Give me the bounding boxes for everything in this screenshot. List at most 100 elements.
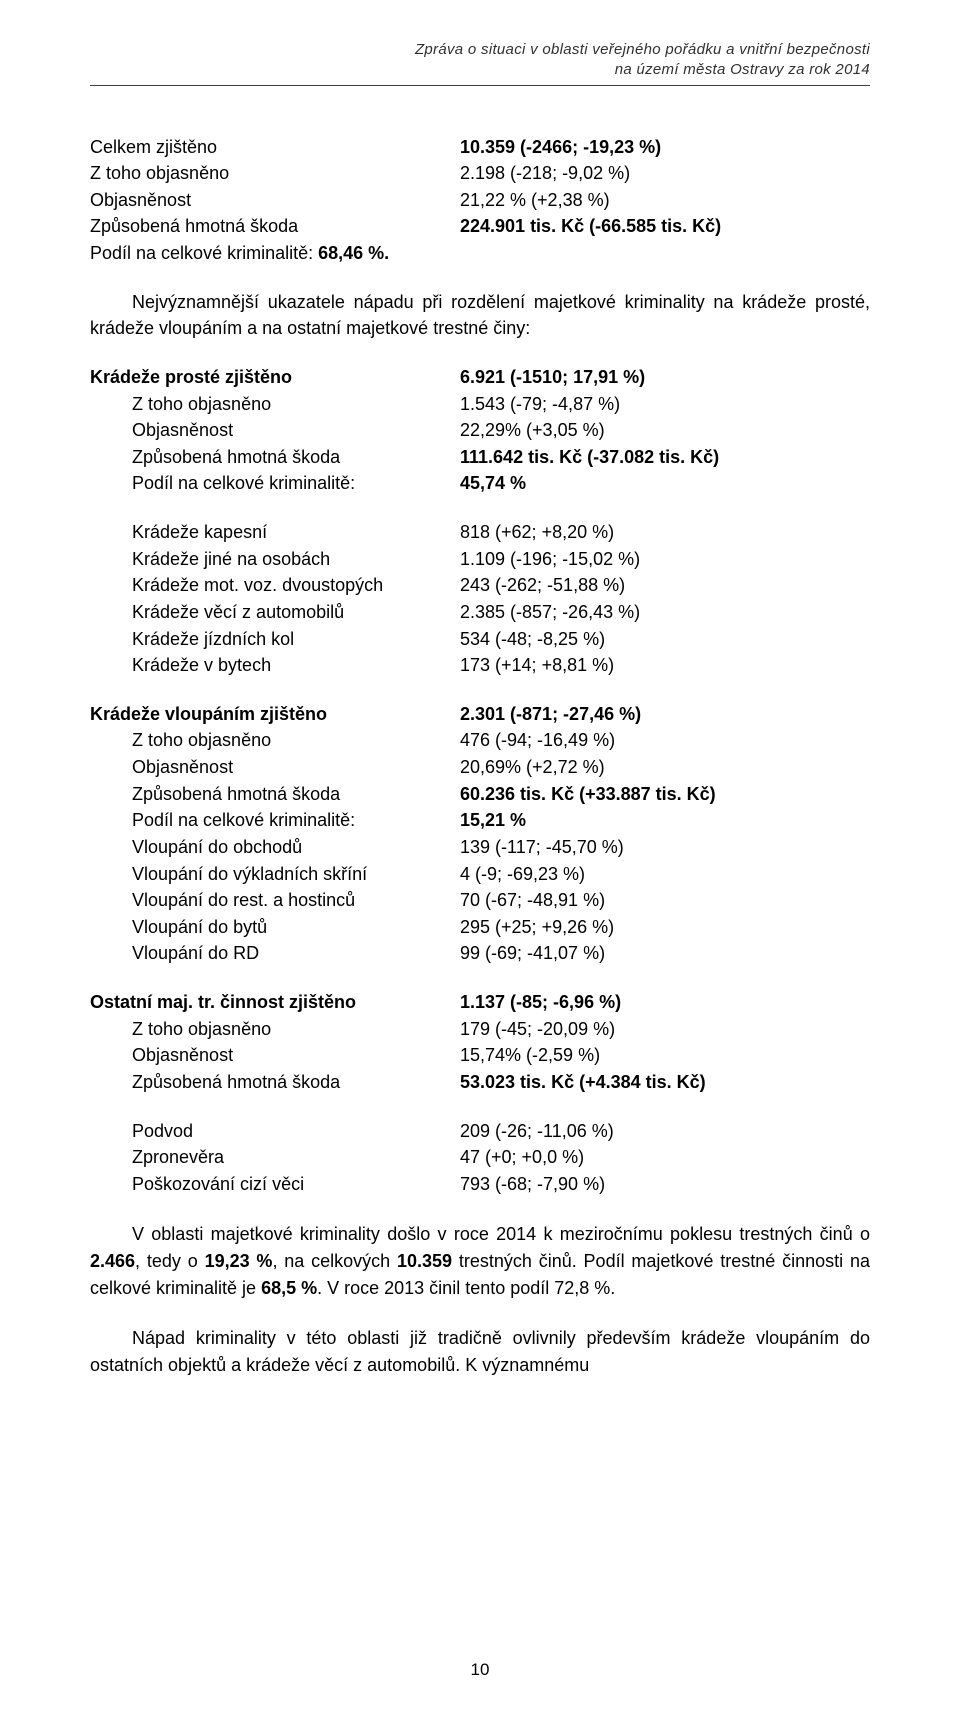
data-row: Krádeže vloupáním zjištěno2.301 (-871; -…: [90, 701, 870, 728]
text-run: . V roce 2013 činil tento podíl 72,8 %.: [317, 1278, 615, 1298]
row-label: Krádeže mot. voz. dvoustopých: [90, 572, 460, 599]
row-label: Krádeže vloupáním zjištěno: [90, 701, 460, 728]
row-value: 2.301 (-871; -27,46 %): [460, 701, 870, 728]
data-row: Z toho objasněno476 (-94; -16,49 %): [90, 727, 870, 754]
row-label: Krádeže v bytech: [90, 652, 460, 679]
row-value: 209 (-26; -11,06 %): [460, 1118, 870, 1145]
row-value: 22,29% (+3,05 %): [460, 417, 870, 444]
row-value: 45,74 %: [460, 470, 870, 497]
data-row: Objasněnost21,22 % (+2,38 %): [90, 187, 870, 214]
detail-blocks: Krádeže prosté zjištěno6.921 (-1510; 17,…: [90, 364, 870, 1198]
data-row: Krádeže mot. voz. dvoustopých243 (-262; …: [90, 572, 870, 599]
row-label: Vloupání do obchodů: [90, 834, 460, 861]
row-label: Z toho objasněno: [90, 1016, 460, 1043]
row-value: 53.023 tis. Kč (+4.384 tis. Kč): [460, 1069, 870, 1096]
row-label: Způsobená hmotná škoda: [90, 781, 460, 808]
row-label: Podíl na celkové kriminalitě:: [90, 470, 460, 497]
row-value: 1.109 (-196; -15,02 %): [460, 546, 870, 573]
paragraph-1: V oblasti majetkové kriminality došlo v …: [90, 1221, 870, 1301]
row-value: 1.543 (-79; -4,87 %): [460, 391, 870, 418]
data-row: Podvod209 (-26; -11,06 %): [90, 1118, 870, 1145]
data-row: Z toho objasněno179 (-45; -20,09 %): [90, 1016, 870, 1043]
data-row: Krádeže jízdních kol534 (-48; -8,25 %): [90, 626, 870, 653]
row-value: 1.137 (-85; -6,96 %): [460, 989, 870, 1016]
row-label: Poškozování cizí věci: [90, 1171, 460, 1198]
data-row: Objasněnost15,74% (-2,59 %): [90, 1042, 870, 1069]
data-row: Vloupání do rest. a hostinců70 (-67; -48…: [90, 887, 870, 914]
row-label: Podíl na celkové kriminalitě:: [90, 807, 460, 834]
row-value: 295 (+25; +9,26 %): [460, 914, 870, 941]
section-gap: [90, 967, 870, 989]
intro-paragraph: Nejvýznamnější ukazatele nápadu při rozd…: [90, 289, 870, 342]
row-label: Objasněnost: [90, 417, 460, 444]
row-label: Způsobená hmotná škoda: [90, 1069, 460, 1096]
row-value: 70 (-67; -48,91 %): [460, 887, 870, 914]
row-label: Z toho objasněno: [90, 160, 460, 187]
data-row: Způsobená hmotná škoda224.901 tis. Kč (-…: [90, 213, 870, 240]
data-row: Krádeže jiné na osobách1.109 (-196; -15,…: [90, 546, 870, 573]
row-value: 179 (-45; -20,09 %): [460, 1016, 870, 1043]
data-row: Zpronevěra47 (+0; +0,0 %): [90, 1144, 870, 1171]
row-label: Zpronevěra: [90, 1144, 460, 1171]
row-label: Vloupání do RD: [90, 940, 460, 967]
row-value: 47 (+0; +0,0 %): [460, 1144, 870, 1171]
row-label: Celkem zjištěno: [90, 134, 460, 161]
data-row: Objasněnost20,69% (+2,72 %): [90, 754, 870, 781]
row-label: Krádeže jízdních kol: [90, 626, 460, 653]
text-run: 10.359: [397, 1251, 452, 1271]
data-row: Vloupání do RD99 (-69; -41,07 %): [90, 940, 870, 967]
summary-block: Celkem zjištěno10.359 (-2466; -19,23 %)Z…: [90, 134, 870, 267]
data-row: Z toho objasněno2.198 (-218; -9,02 %): [90, 160, 870, 187]
text-run: , na celkových: [272, 1251, 397, 1271]
row-value: 793 (-68; -7,90 %): [460, 1171, 870, 1198]
row-value: 224.901 tis. Kč (-66.585 tis. Kč): [460, 213, 870, 240]
row-label: Z toho objasněno: [90, 391, 460, 418]
row-label: Objasněnost: [90, 187, 460, 214]
row-value: 21,22 % (+2,38 %): [460, 187, 870, 214]
data-row: Vloupání do výkladních skříní4 (-9; -69,…: [90, 861, 870, 888]
data-row: Krádeže kapesní818 (+62; +8,20 %): [90, 519, 870, 546]
row-label: Objasněnost: [90, 1042, 460, 1069]
row-value: 139 (-117; -45,70 %): [460, 834, 870, 861]
text-run: Nápad kriminality v této oblasti již tra…: [90, 1328, 870, 1375]
row-value: 111.642 tis. Kč (-37.082 tis. Kč): [460, 444, 870, 471]
row-label: Krádeže jiné na osobách: [90, 546, 460, 573]
page-number: 10: [0, 1660, 960, 1680]
header-line-1: Zpráva o situaci v oblasti veřejného poř…: [90, 40, 870, 60]
row-value: 476 (-94; -16,49 %): [460, 727, 870, 754]
data-row: Způsobená hmotná škoda53.023 tis. Kč (+4…: [90, 1069, 870, 1096]
row-inline: Podíl na celkové kriminalitě: 68,46 %.: [90, 240, 389, 267]
document-page: Zpráva o situaci v oblasti veřejného poř…: [0, 0, 960, 1714]
row-label: Krádeže kapesní: [90, 519, 460, 546]
data-row: Způsobená hmotná škoda60.236 tis. Kč (+3…: [90, 781, 870, 808]
row-label: Z toho objasněno: [90, 727, 460, 754]
row-value: 4 (-9; -69,23 %): [460, 861, 870, 888]
section-gap: [90, 497, 870, 519]
text-run: 2.466: [90, 1251, 135, 1271]
text-run: , tedy o: [135, 1251, 205, 1271]
row-label: Způsobená hmotná škoda: [90, 213, 460, 240]
data-row: Celkem zjištěno10.359 (-2466; -19,23 %): [90, 134, 870, 161]
data-row: Objasněnost22,29% (+3,05 %): [90, 417, 870, 444]
header-line-2: na území města Ostravy za rok 2014: [90, 60, 870, 80]
data-row: Z toho objasněno1.543 (-79; -4,87 %): [90, 391, 870, 418]
row-label: Krádeže prosté zjištěno: [90, 364, 460, 391]
row-value: 2.385 (-857; -26,43 %): [460, 599, 870, 626]
paragraph-2: Nápad kriminality v této oblasti již tra…: [90, 1325, 870, 1378]
row-value: 243 (-262; -51,88 %): [460, 572, 870, 599]
row-label: Způsobená hmotná škoda: [90, 444, 460, 471]
data-row: Podíl na celkové kriminalitě:15,21 %: [90, 807, 870, 834]
section-gap: [90, 1096, 870, 1118]
row-value: 173 (+14; +8,81 %): [460, 652, 870, 679]
text-run: 19,23 %: [205, 1251, 273, 1271]
text-run: 68,5 %: [261, 1278, 317, 1298]
row-label: Objasněnost: [90, 754, 460, 781]
data-row: Vloupání do obchodů139 (-117; -45,70 %): [90, 834, 870, 861]
row-value: 60.236 tis. Kč (+33.887 tis. Kč): [460, 781, 870, 808]
row-value: 99 (-69; -41,07 %): [460, 940, 870, 967]
row-value: 15,21 %: [460, 807, 870, 834]
data-row: Krádeže v bytech173 (+14; +8,81 %): [90, 652, 870, 679]
row-value: 10.359 (-2466; -19,23 %): [460, 134, 870, 161]
row-value: 534 (-48; -8,25 %): [460, 626, 870, 653]
row-value: 2.198 (-218; -9,02 %): [460, 160, 870, 187]
